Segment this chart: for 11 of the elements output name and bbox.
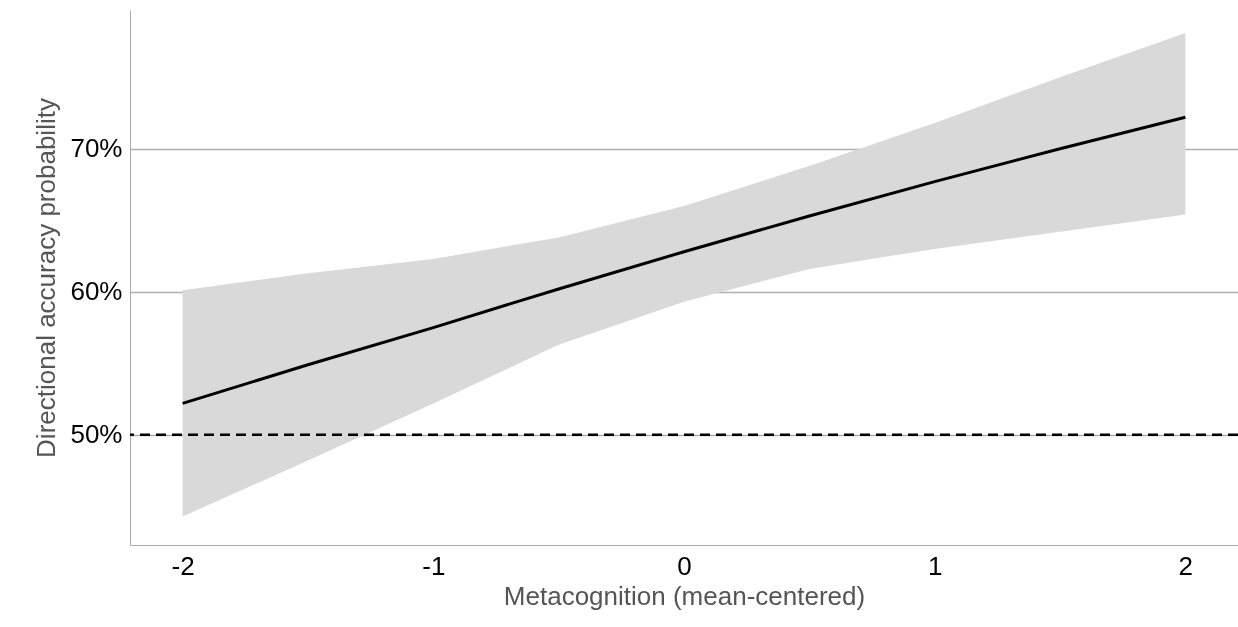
x-tick-label: 1 [927, 550, 943, 581]
x-tick-label: -1 [422, 550, 446, 581]
x-axis-title: Metacognition (mean-centered) [503, 580, 866, 611]
x-tick-label: 0 [677, 550, 692, 581]
line-series [181, 115, 1187, 405]
y-axis-title: Directional accuracy probability [31, 98, 62, 458]
x-tick-label: 2 [1178, 550, 1194, 581]
y-tick-label: 70% [70, 133, 123, 164]
y-tick-label: 50% [70, 419, 123, 450]
y-tick-label: 60% [70, 276, 123, 307]
x-tick-label: -2 [171, 550, 195, 581]
